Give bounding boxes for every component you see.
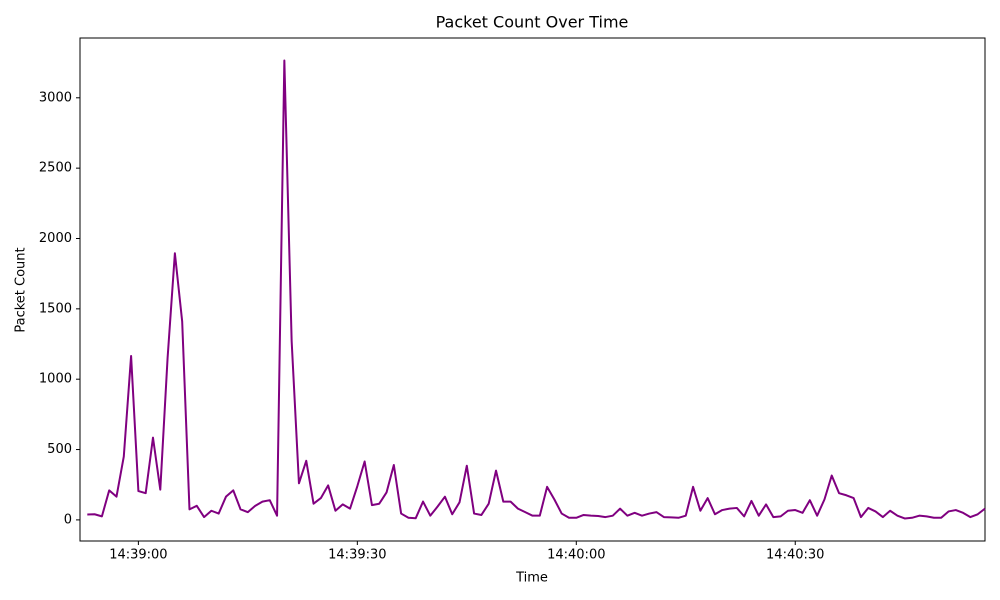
- x-tick-label: 14:40:30: [766, 548, 824, 563]
- y-tick-label: 500: [47, 442, 72, 457]
- x-axis-label: Time: [515, 571, 548, 586]
- y-tick-label: 3000: [39, 90, 72, 105]
- y-tick-label: 1500: [39, 301, 72, 316]
- y-axis-label: Packet Count: [14, 247, 29, 332]
- y-tick-label: 1000: [39, 372, 72, 387]
- x-tick-label: 14:39:30: [328, 548, 386, 563]
- chart-title: Packet Count Over Time: [436, 13, 629, 32]
- data-line: [87, 59, 986, 520]
- x-tick-label: 14:40:00: [547, 548, 605, 563]
- plot-frame: [79, 37, 986, 542]
- y-tick-label: 2000: [39, 231, 72, 246]
- y-tick-label: 0: [64, 512, 72, 527]
- y-tick-label: 2500: [39, 161, 72, 176]
- x-tick-label: 14:39:00: [109, 548, 167, 563]
